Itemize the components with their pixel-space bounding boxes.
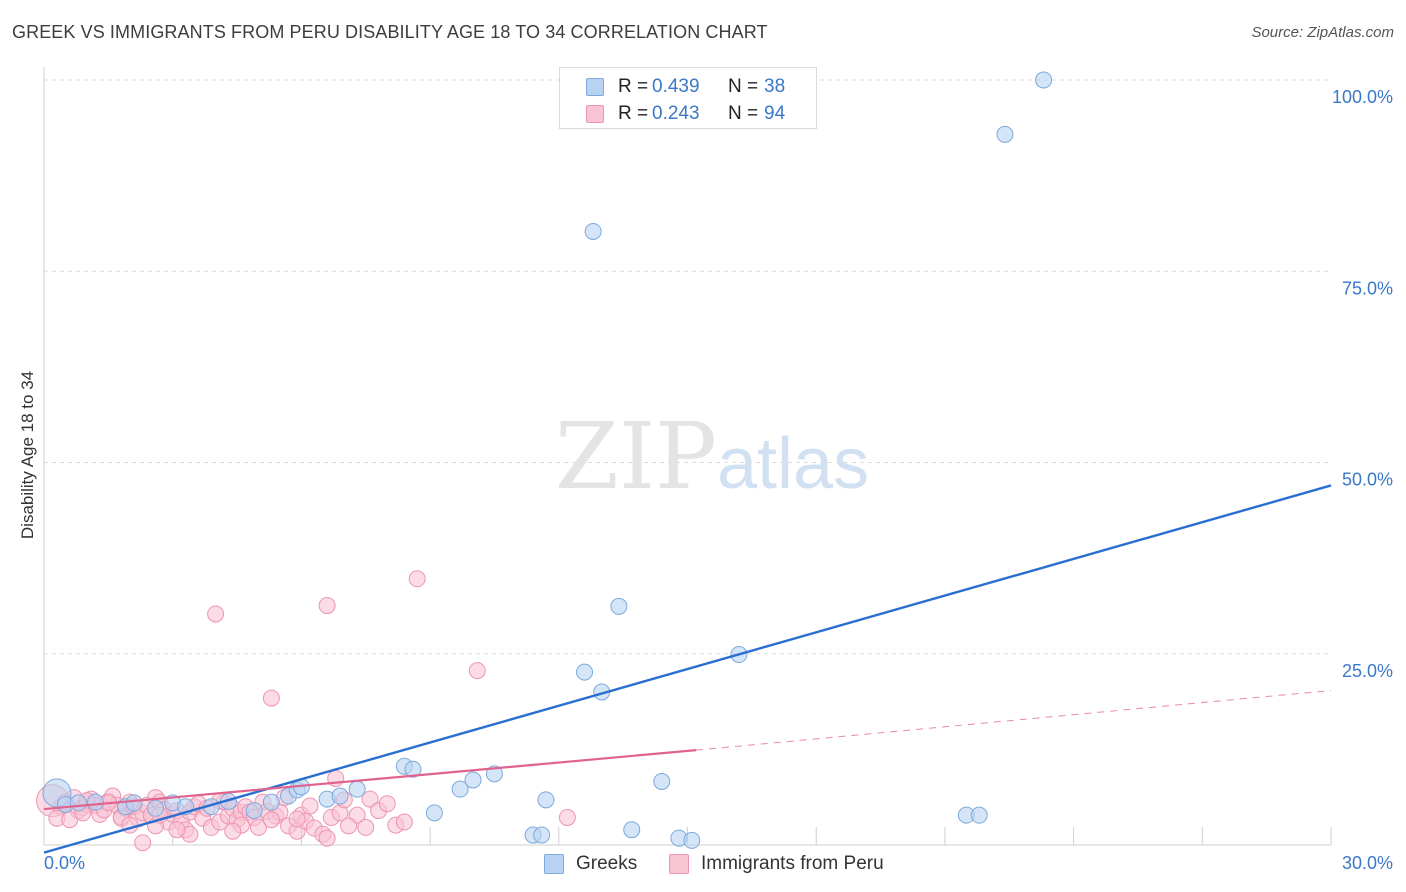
greeks-trend-line: [43, 484, 1332, 854]
bottom-greeks-label: Greeks: [576, 853, 638, 874]
peru-point: [318, 829, 336, 847]
chart-title: GREEK VS IMMIGRANTS FROM PERU DISABILITY…: [12, 22, 768, 42]
greeks-point: [404, 760, 422, 778]
stats-legend: R = 0.439 N = 38 R = 0.243 N = 94: [559, 67, 817, 129]
peru-n-label: N =: [728, 103, 759, 124]
peru-swatch: [586, 105, 604, 123]
greeks-point: [451, 780, 469, 798]
peru-point: [262, 811, 280, 829]
bottom-peru-swatch: [669, 854, 689, 874]
tick-labels: 25.0% 50.0% 75.0% 100.0% 0.0% 30.0%: [44, 87, 1393, 873]
legend-row-peru: R = 0.243 N = 94: [586, 102, 785, 126]
peru-trend-line: [43, 749, 697, 811]
peru-point: [168, 821, 186, 839]
greeks-n-value: 38: [764, 76, 786, 97]
peru-point: [250, 818, 267, 836]
greeks-point: [262, 793, 280, 811]
greeks-swatch: [586, 78, 604, 96]
greeks-points: [42, 71, 1053, 849]
greeks-point: [425, 804, 443, 822]
peru-r-value: 0.243: [652, 103, 700, 124]
y-tick-label-75: 75.0%: [1342, 278, 1393, 298]
peru-point: [207, 605, 225, 623]
greeks-point: [610, 597, 628, 615]
peru-point: [361, 790, 379, 808]
greeks-point: [485, 765, 503, 783]
greeks-point: [125, 794, 143, 812]
peru-point: [408, 570, 426, 588]
peru-point: [301, 797, 319, 815]
legend-row-greeks: R = 0.439 N = 38: [586, 75, 785, 99]
y-tick-label-50: 50.0%: [1342, 470, 1393, 490]
peru-trend-line-extension: [696, 689, 1332, 751]
x-tick-label-max: 30.0%: [1342, 853, 1393, 873]
greeks-point: [348, 780, 366, 798]
peru-point: [134, 834, 152, 852]
bottom-greeks-swatch: [544, 854, 564, 874]
peru-point: [318, 597, 336, 615]
peru-n-value: 94: [764, 103, 786, 124]
greeks-point: [996, 125, 1014, 143]
peru-point: [340, 817, 358, 835]
peru-point: [224, 822, 242, 840]
greeks-r-value: 0.439: [652, 76, 700, 97]
watermark-atlas: atlas: [717, 424, 869, 504]
grid: [44, 79, 1331, 655]
greeks-point: [623, 821, 641, 839]
trend-lines: [43, 484, 1332, 854]
bottom-legend-greeks: Greeks: [544, 851, 637, 877]
peru-point: [357, 818, 375, 836]
greeks-point: [970, 806, 988, 824]
greeks-r-label: R =: [618, 76, 649, 97]
greeks-point: [537, 791, 555, 809]
source-label: Source: ZipAtlas.com: [1251, 24, 1394, 41]
greeks-n-label: N =: [728, 76, 759, 97]
peru-point: [262, 689, 280, 707]
greeks-point: [147, 799, 165, 817]
watermark: ZIP atlas: [555, 403, 869, 510]
y-tick-label-100: 100.0%: [1332, 87, 1393, 107]
greeks-point: [576, 663, 594, 681]
greeks-point: [653, 773, 671, 791]
greeks-point: [86, 793, 104, 811]
greeks-point: [331, 787, 349, 805]
peru-point: [288, 810, 306, 828]
greeks-point: [69, 794, 87, 812]
greeks-point: [584, 222, 602, 240]
peru-point: [558, 808, 576, 826]
greeks-point: [464, 771, 482, 789]
peru-point: [468, 662, 486, 680]
peru-point: [395, 813, 413, 831]
peru-r-label: R =: [618, 103, 649, 124]
greeks-point: [1035, 71, 1053, 89]
greeks-point: [533, 826, 551, 844]
y-tick-label-25: 25.0%: [1342, 661, 1393, 681]
greeks-point: [683, 831, 701, 849]
watermark-zip: ZIP: [555, 403, 717, 510]
bottom-legend-peru: Immigrants from Peru: [669, 851, 884, 877]
greeks-point: [245, 802, 263, 820]
x-tick-label-min: 0.0%: [44, 853, 85, 873]
peru-point: [378, 795, 396, 813]
bottom-peru-label: Immigrants from Peru: [701, 853, 884, 874]
